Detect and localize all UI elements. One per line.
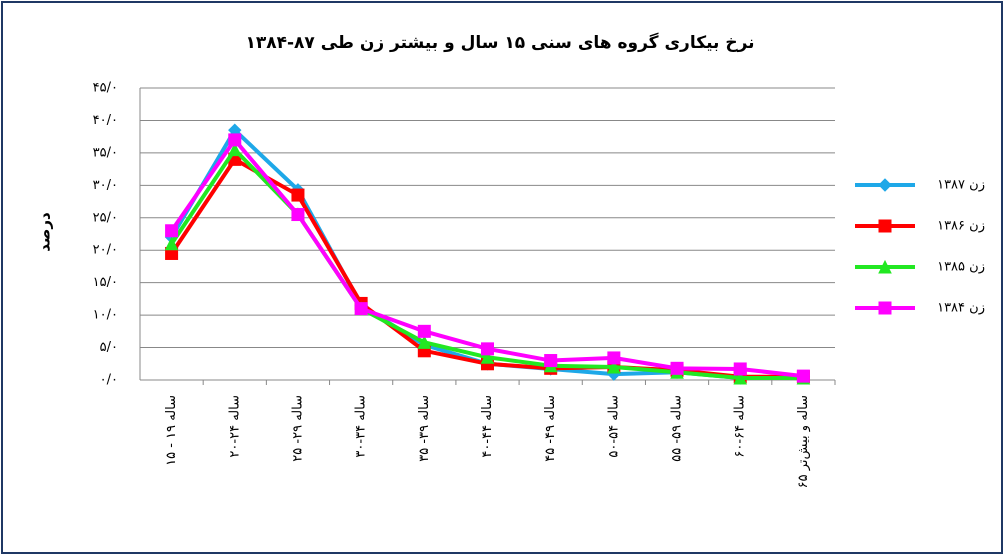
y-tick-label: ۵/۰ — [100, 340, 118, 355]
legend-marker — [878, 259, 892, 274]
x-tick-label: ۳۵ -۳۹ ساله — [417, 395, 432, 462]
marker — [544, 354, 558, 368]
legend-marker — [878, 301, 892, 315]
x-tick-label: ۲۰-۲۴ ساله — [227, 395, 242, 458]
y-tick-label: ۲۵/۰ — [93, 210, 118, 225]
marker — [227, 142, 242, 157]
marker — [796, 369, 810, 383]
y-axis-label: درصد — [36, 212, 54, 252]
x-tick-label: ۱۵ - ۱۹ ساله — [164, 395, 179, 466]
legend-marker — [878, 178, 892, 192]
marker — [607, 359, 621, 374]
legend-label: زن ۱۳۸۶ — [937, 219, 985, 234]
x-tick-label: ۵۵ -۵۹ ساله — [670, 395, 685, 462]
legend-label: زن ۱۳۸۷ — [937, 178, 985, 193]
y-tick-label: ۲۰/۰ — [93, 243, 118, 258]
y-tick-label: ۳۵/۰ — [93, 145, 118, 160]
x-tick-label: ۶۵ ساله و بیش‌تر — [796, 395, 811, 488]
y-tick-label: ۴۰/۰ — [93, 113, 118, 128]
marker — [607, 351, 621, 365]
marker — [417, 335, 432, 349]
marker — [417, 324, 431, 338]
marker — [291, 208, 305, 222]
marker — [291, 188, 305, 202]
legend-label: زن ۱۳۸۴ — [937, 301, 985, 316]
marker — [733, 362, 747, 376]
x-tick-label: ۲۵ -۲۹ ساله — [290, 395, 305, 462]
y-tick-label: ۴۵/۰ — [93, 81, 118, 96]
marker — [481, 342, 494, 356]
x-tick-label: ۶۰-۶۴ ساله — [733, 395, 748, 458]
marker — [354, 302, 368, 316]
x-tick-label: ۴۰-۴۴ ساله — [480, 395, 495, 458]
marker — [670, 361, 684, 375]
marker — [164, 236, 179, 251]
marker — [165, 224, 179, 238]
y-tick-label: ۳۰/۰ — [93, 178, 118, 193]
marker — [228, 133, 242, 147]
chart-title: نرخ بیکاری گروه های سنی ۱۵ سال و بیشتر ز… — [245, 32, 754, 53]
legend-label: زن ۱۳۸۵ — [937, 260, 985, 275]
marker — [480, 350, 495, 364]
marker — [733, 370, 748, 385]
y-tick-label: ۰/۰ — [100, 373, 118, 388]
x-tick-label: ۵۰-۵۴ ساله — [606, 395, 621, 458]
x-tick-label: ۳۰-۳۴ ساله — [354, 395, 369, 458]
x-tick-label: ۴۵ -۴۹ ساله — [543, 395, 558, 462]
legend-marker — [878, 219, 892, 233]
y-tick-label: ۱۰/۰ — [93, 308, 118, 323]
y-tick-label: ۱۵/۰ — [93, 275, 118, 290]
